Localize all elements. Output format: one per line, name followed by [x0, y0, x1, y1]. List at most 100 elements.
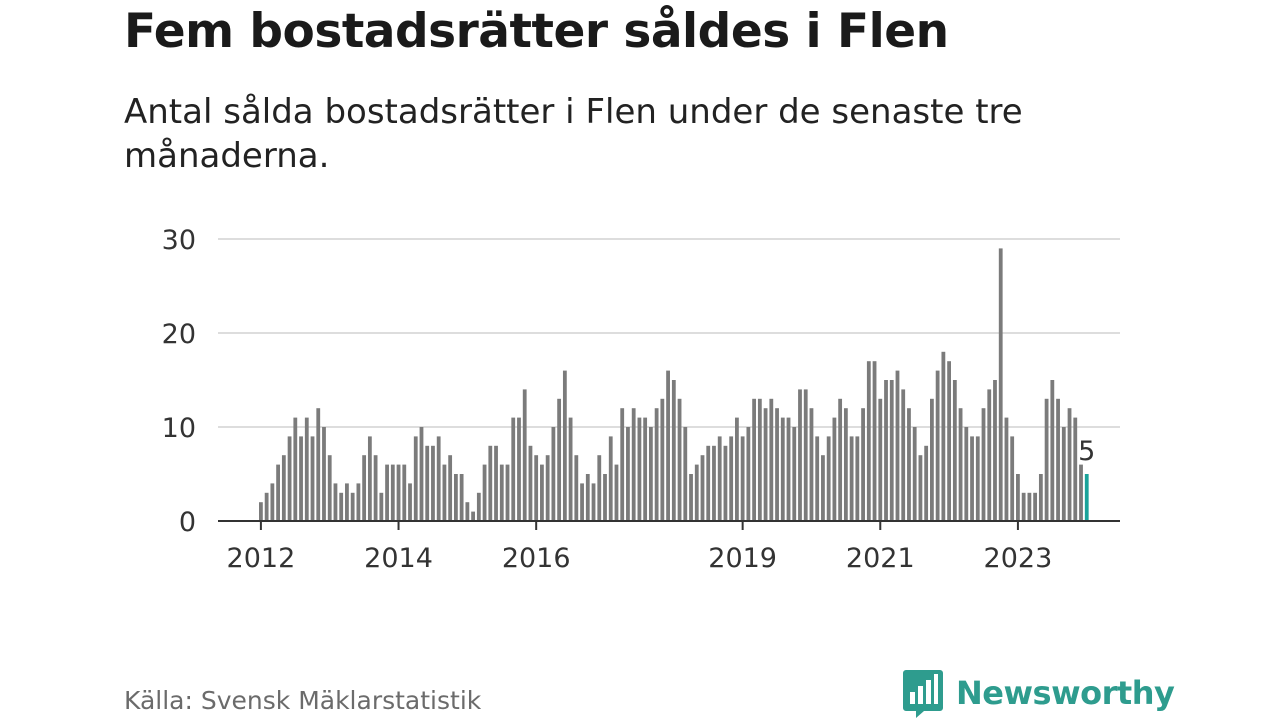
- bar: [551, 427, 556, 521]
- bar: [838, 398, 843, 521]
- bar: [413, 436, 418, 521]
- bar: [998, 248, 1003, 521]
- x-tick-label: 2016: [502, 543, 571, 574]
- newsworthy-logo-icon: [903, 670, 943, 718]
- bar-highlight: [1084, 474, 1089, 521]
- bar: [993, 380, 997, 521]
- bar: [677, 398, 682, 521]
- bar: [832, 417, 837, 521]
- bar: [786, 417, 791, 521]
- bar: [1061, 427, 1066, 521]
- bar: [276, 464, 280, 521]
- bar: [821, 455, 825, 521]
- y-tick-label: 30: [162, 225, 196, 256]
- bar: [356, 483, 361, 521]
- bar: [402, 464, 407, 521]
- bar: [436, 436, 441, 521]
- bar: [1004, 417, 1009, 521]
- x-tick-label: 2019: [708, 543, 777, 574]
- bar: [385, 464, 389, 521]
- bar: [465, 502, 470, 521]
- bar: [471, 511, 475, 521]
- bar: [557, 398, 562, 521]
- bar: [540, 464, 544, 521]
- bar: [528, 445, 533, 521]
- bar: [568, 417, 573, 521]
- bar: [700, 455, 705, 521]
- bar: [442, 464, 447, 521]
- bar: [706, 445, 711, 521]
- bar: [448, 455, 453, 521]
- bar: [304, 417, 309, 521]
- bar: [322, 427, 326, 521]
- bar: [345, 483, 349, 521]
- bar: [408, 483, 412, 521]
- bar: [826, 436, 831, 521]
- bar: [425, 445, 430, 521]
- bar: [1038, 474, 1043, 521]
- y-axis-labels: 0 10 20 30: [162, 225, 196, 538]
- bar: [1027, 492, 1032, 521]
- bar: [562, 370, 567, 521]
- last-value-label: 5: [1078, 436, 1095, 467]
- bar: [740, 436, 745, 521]
- bar: [499, 464, 504, 521]
- bar: [379, 492, 384, 521]
- bar: [872, 361, 877, 521]
- bar: [310, 436, 315, 521]
- bar: [1073, 417, 1078, 521]
- bar: [1067, 408, 1072, 521]
- bar: [735, 417, 739, 521]
- brand-logo[interactable]: Newsworthy: [902, 668, 1175, 718]
- bar: [918, 455, 923, 521]
- chart-title: Fem bostadsrätter såldes i Flen: [124, 4, 949, 59]
- x-tick-label: 2021: [846, 543, 915, 574]
- bar: [935, 370, 940, 521]
- bar: [1010, 436, 1015, 521]
- y-tick-label: 0: [179, 507, 196, 538]
- bar: [339, 492, 344, 521]
- bar: [952, 380, 957, 521]
- bar: [757, 398, 762, 521]
- bar: [958, 408, 963, 521]
- bar: [780, 417, 785, 521]
- y-tick-label: 20: [162, 319, 196, 350]
- annotations: 5: [1078, 436, 1095, 467]
- bar: [907, 408, 911, 521]
- bar: [637, 417, 642, 521]
- bar: [878, 398, 883, 521]
- bar: [327, 455, 332, 521]
- bar: [396, 464, 401, 521]
- x-axis-labels: 2012 2014 2016 2019 2021 2023: [227, 543, 1053, 574]
- bar: [505, 464, 510, 521]
- bar: [769, 398, 774, 521]
- bar: [1033, 492, 1038, 521]
- bar: [849, 436, 854, 521]
- bar: [494, 445, 498, 521]
- bar: [901, 389, 906, 521]
- bar: [964, 427, 969, 521]
- bar: [683, 427, 688, 521]
- brand-name: Newsworthy: [956, 674, 1175, 712]
- bar: [534, 455, 539, 521]
- bar: [287, 436, 292, 521]
- bar: [620, 408, 625, 521]
- bar: [895, 370, 900, 521]
- bar: [350, 492, 355, 521]
- bar: [924, 445, 929, 521]
- bar: [1056, 398, 1060, 521]
- bar: [1016, 474, 1020, 521]
- bar: [259, 502, 263, 521]
- bar: [614, 464, 619, 521]
- bar: [367, 436, 372, 521]
- bar: [654, 408, 659, 521]
- bar: [746, 427, 751, 521]
- bar: [476, 492, 481, 521]
- bar: [591, 483, 596, 521]
- bar: [689, 474, 693, 521]
- bar: [970, 436, 974, 521]
- bar: [792, 427, 797, 521]
- bar: [643, 417, 648, 521]
- bar: [855, 436, 860, 521]
